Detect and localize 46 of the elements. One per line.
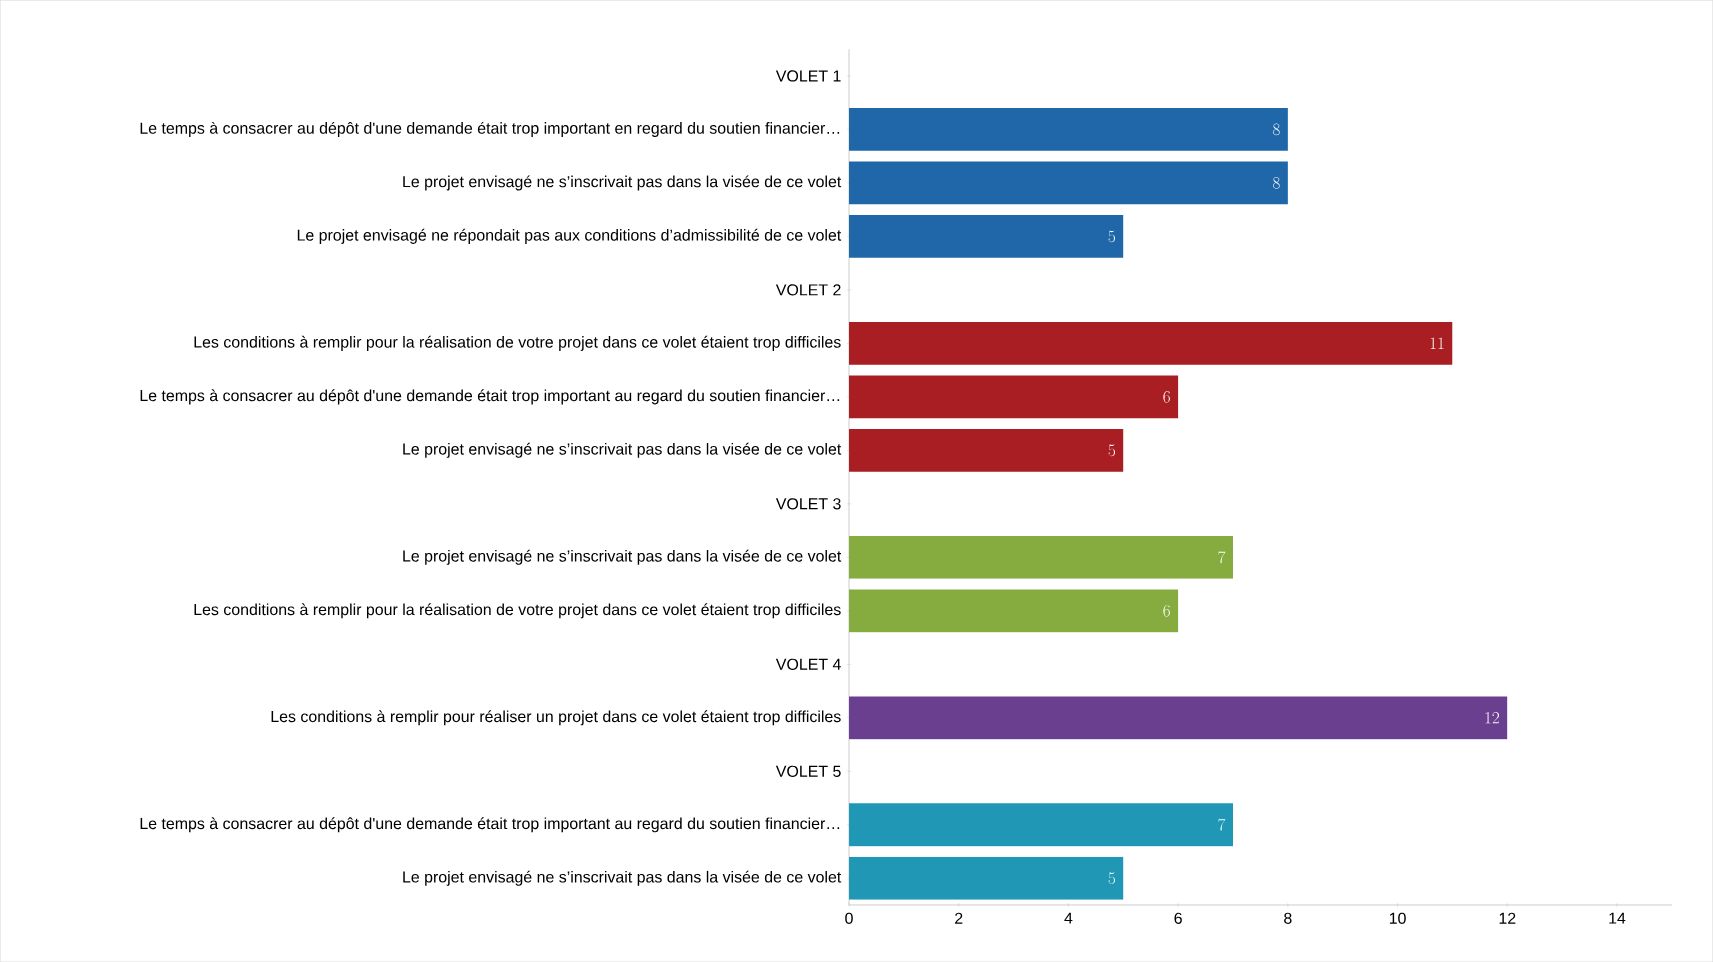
y-tick-label: Le projet envisagé ne répondait pas aux conditions d’admissibilité de ce volet [297, 228, 842, 244]
y-tick-label: Le temps à consacrer au dépôt d'une demande était trop important en regard du soutien financier… [140, 121, 840, 137]
y-tick-label: Le temps à consacrer au dépôt d'une demande était trop important au regard du soutien financier… [140, 817, 840, 833]
y-tick-label: VOLET 3 [775, 498, 841, 510]
y-tick-label: Les conditions à remplir pour la réalisation de votre projet dans ce volet étaient trop difficiles [194, 335, 841, 351]
y-tick-label: VOLET 5 [775, 765, 841, 777]
y-tick-label: Les conditions à remplir pour réaliser un projet dans ce volet étaient trop difficiles [271, 710, 841, 726]
y-tick-label: Les conditions à remplir pour la réalisation de votre projet dans ce volet étaient trop difficiles [194, 603, 841, 619]
x-tick-label: 0 [845, 912, 853, 924]
y-tick-label: Le projet envisagé ne s’inscrivait pas dans la visée de ce volet [403, 870, 842, 886]
bar [849, 535, 1233, 579]
bar [849, 214, 1124, 258]
x-tick-label: 14 [1609, 912, 1626, 924]
y-tick-label: Le temps à consacrer au dépôt d'une demande était trop important au regard du soutien financier… [140, 389, 840, 405]
data-label: 12 [1485, 711, 1500, 724]
data-label: 8 [1273, 177, 1280, 189]
bar [849, 107, 1288, 151]
y-tick-label: Le projet envisagé ne s’inscrivait pas dans la visée de ce volet [403, 442, 842, 458]
x-tick-label: 6 [1174, 912, 1182, 924]
bar [849, 696, 1508, 740]
bar [849, 589, 1179, 633]
y-tick-label: Le projet envisagé ne s’inscrivait pas dans la visée de ce volet [403, 175, 842, 191]
x-tick-label: 12 [1499, 912, 1516, 924]
data-label: 5 [1108, 444, 1116, 457]
data-label: 6 [1163, 604, 1170, 617]
bar [849, 803, 1233, 847]
y-tick-label: VOLET 1 [775, 70, 841, 82]
data-label: 7 [1218, 551, 1226, 564]
x-tick-label: 4 [1064, 912, 1073, 924]
data-label: 7 [1218, 818, 1226, 831]
y-tick-label: VOLET 2 [775, 284, 841, 296]
x-tick-label: 10 [1389, 912, 1406, 924]
data-label: 11 [1430, 337, 1444, 349]
y-tick-label: Le projet envisagé ne s’inscrivait pas dans la visée de ce volet [403, 549, 842, 565]
data-label: 5 [1108, 872, 1116, 884]
x-tick-label: 2 [955, 912, 963, 924]
bar [849, 161, 1288, 205]
data-label: 6 [1163, 390, 1170, 403]
bar [849, 856, 1124, 900]
bar [849, 428, 1124, 472]
bar [849, 375, 1179, 419]
data-label: 8 [1273, 123, 1280, 136]
data-label: 5 [1108, 230, 1116, 243]
x-tick-label: 8 [1284, 912, 1292, 924]
bar [849, 321, 1453, 365]
y-tick-label: VOLET 4 [775, 658, 841, 670]
